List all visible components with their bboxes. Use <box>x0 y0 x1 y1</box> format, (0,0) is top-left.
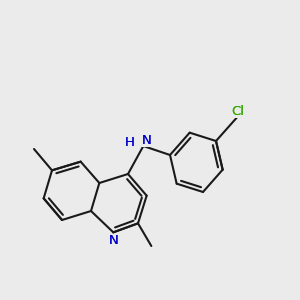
FancyBboxPatch shape <box>124 136 136 150</box>
Text: Cl: Cl <box>231 104 244 118</box>
Text: N: N <box>142 134 152 146</box>
FancyBboxPatch shape <box>107 234 120 248</box>
FancyBboxPatch shape <box>140 133 153 147</box>
FancyBboxPatch shape <box>228 104 247 118</box>
Text: Cl: Cl <box>231 104 244 118</box>
Text: N: N <box>109 234 118 247</box>
Text: H: H <box>125 136 135 149</box>
Text: N: N <box>142 134 152 146</box>
Text: H: H <box>125 136 135 149</box>
Text: N: N <box>109 234 118 247</box>
